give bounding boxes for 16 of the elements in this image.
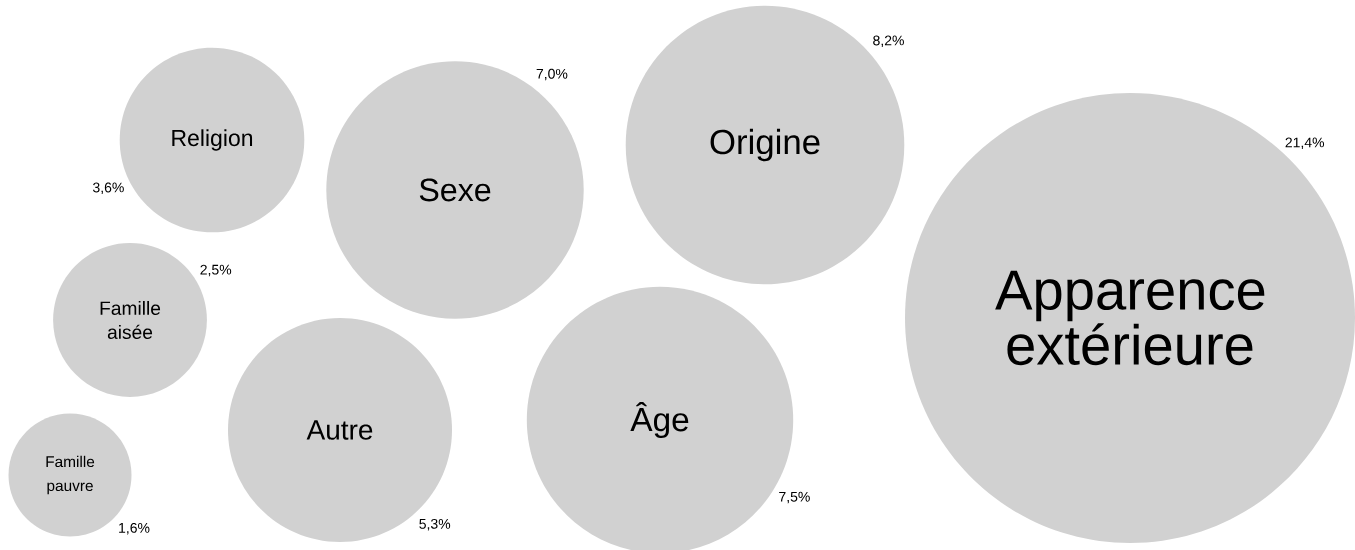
category-label: Famille pauvre bbox=[46, 455, 95, 495]
category-label: Famille aisée bbox=[100, 300, 161, 340]
category-label: Apparence extérieure bbox=[995, 270, 1265, 366]
data-label: 1,6% bbox=[119, 522, 150, 535]
category-label: Sexe bbox=[419, 178, 491, 202]
data-label: 7,5% bbox=[779, 491, 810, 504]
category-label: Religion bbox=[172, 129, 253, 151]
data-label: 3,6% bbox=[92, 182, 124, 195]
category-label: Autre bbox=[306, 420, 373, 440]
data-label: 21,4% bbox=[1285, 137, 1325, 150]
category-label: Origine bbox=[710, 128, 820, 162]
data-label: 7,0% bbox=[536, 68, 568, 81]
category-label: Âge bbox=[630, 401, 689, 439]
data-label: 5,3% bbox=[419, 518, 451, 531]
data-label: 2,5% bbox=[200, 264, 232, 277]
data-label: 8,2% bbox=[873, 35, 904, 48]
